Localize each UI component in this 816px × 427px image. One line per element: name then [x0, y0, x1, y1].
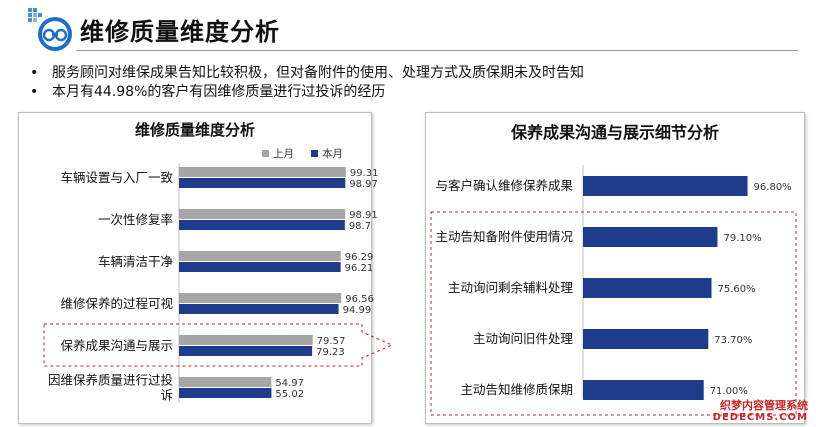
data-label: 73.70% — [714, 335, 752, 346]
chart-title: 维修质量维度分析 — [134, 121, 255, 139]
legend-label: 上月 — [273, 148, 294, 160]
data-label: 96.21 — [345, 263, 374, 274]
data-label: 94.99 — [343, 305, 372, 316]
chart-legend: 上月 本月 — [262, 147, 343, 160]
watermark-text: 织梦内容管理系统 — [720, 399, 808, 412]
data-label: 96.29 — [345, 252, 374, 263]
bar — [583, 227, 718, 247]
bar — [179, 167, 346, 177]
bar — [179, 220, 345, 230]
category-label: 维修保养的过程可视 — [60, 296, 173, 311]
data-label: 98.97 — [349, 179, 378, 190]
summary-bullets: 服务顾问对维保成果告知比较积极，但对备附件的使用、处理方式及质保期未及时告知 本… — [30, 64, 584, 102]
legend-swatch — [311, 150, 318, 157]
category-label: 与客户确认维修保养成果 — [435, 178, 573, 193]
category-label: 主动告知维修质保期 — [460, 382, 573, 397]
title-divider — [76, 50, 798, 51]
chart-title: 保养成果沟通与展示细节分析 — [510, 123, 719, 142]
highlight-box — [430, 211, 797, 416]
category-label: 主动询问旧件处理 — [473, 331, 574, 346]
quality-dimension-chart-panel: 维修质量维度分析 上月 本月车辆设置与入厂一致 99.31 98.97 一次性修复率 98… — [18, 112, 378, 424]
data-label: 79.57 — [317, 336, 346, 347]
bar — [179, 388, 272, 398]
bar — [179, 293, 342, 303]
data-label: 75.60% — [718, 284, 756, 295]
category-label: 一次性修复率 — [98, 212, 173, 227]
bullet-item: 服务顾问对维保成果告知比较积极，但对备附件的使用、处理方式及质保期未及时告知 — [30, 64, 584, 83]
bar — [583, 176, 748, 196]
legend-swatch — [262, 150, 269, 157]
category-label: 车辆清洁干净 — [98, 254, 173, 269]
bar — [583, 278, 712, 298]
communication-detail-chart-panel: 保养成果沟通与展示细节分析 与客户确认维修保养成果 96.80% 主动告知备附件使用… — [425, 112, 805, 424]
bar — [583, 329, 709, 349]
communication-detail-chart: 与客户确认维修保养成果 96.80% 主动告知备附件使用情况 79.10% 主动询问剩余… — [430, 165, 797, 416]
bar — [179, 304, 339, 314]
category-label: 主动告知备附件使用情况 — [435, 229, 573, 244]
bar — [179, 209, 346, 219]
data-label: 71.00% — [710, 386, 748, 397]
data-label: 98.7 — [349, 221, 371, 232]
bar — [583, 380, 704, 400]
data-label: 79.10% — [723, 233, 761, 244]
category-label: 因维保养质量进行过投 — [48, 373, 173, 388]
legend-label: 本月 — [322, 147, 343, 160]
watermark-url: DEDECMS.COM — [712, 412, 808, 423]
data-label: 98.91 — [349, 210, 378, 221]
page-title: 维修质量维度分析 — [80, 18, 280, 46]
category-label: 诉 — [160, 388, 173, 403]
data-label: 54.97 — [275, 378, 304, 389]
data-label: 55.02 — [275, 389, 304, 400]
bar — [179, 335, 313, 345]
bar — [179, 251, 341, 261]
bar — [179, 346, 313, 356]
category-label: 主动询问剩余辅料处理 — [448, 280, 574, 295]
category-label: 保养成果沟通与展示 — [60, 338, 173, 353]
category-label: 车辆设置与入厂一致 — [60, 170, 173, 185]
data-label: 96.80% — [754, 182, 792, 193]
bullet-item: 本月有44.98%的客户有因维修质量进行过投诉的经历 — [30, 83, 584, 102]
watermark: 织梦内容管理系统 DEDECMS.COM — [713, 400, 808, 424]
car-service-logo-icon — [28, 8, 72, 51]
bar — [179, 377, 272, 387]
bar — [179, 262, 341, 272]
data-label: 96.56 — [345, 294, 374, 305]
data-label: 79.23 — [316, 347, 345, 358]
bar — [179, 178, 346, 188]
data-label: 99.31 — [350, 168, 379, 179]
